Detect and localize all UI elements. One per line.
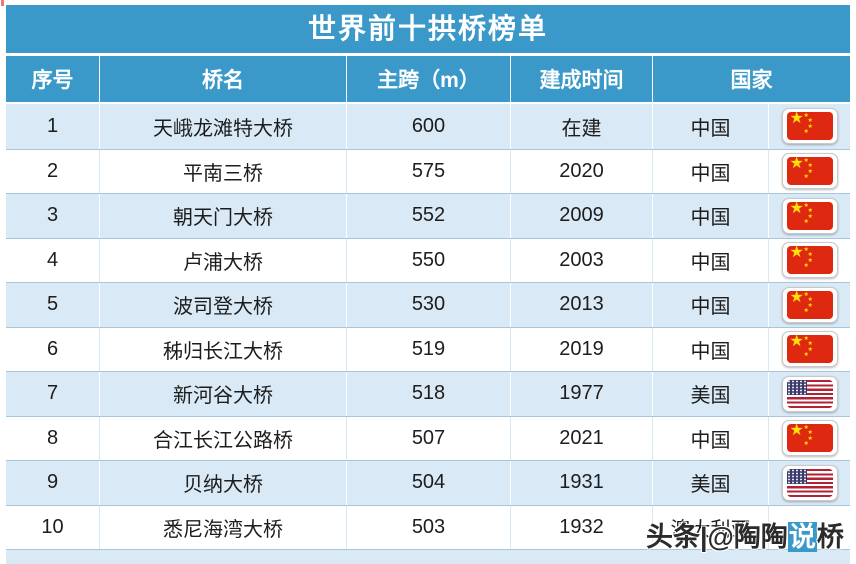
column-header-year: 建成时间 — [510, 56, 652, 102]
main-span-cell: 518 — [346, 372, 510, 416]
year-cell: 2003 — [510, 238, 652, 282]
bridge-name-cell: 新河谷大桥 — [99, 372, 346, 416]
rank-cell: 5 — [46, 293, 59, 316]
table-header: 序号 桥名 主跨（m） 建成时间 国家 — [6, 53, 850, 102]
column-header-country: 国家 — [652, 56, 850, 102]
column-header-span: 主跨（m） — [346, 56, 510, 102]
watermark-highlight: 说 — [787, 522, 817, 552]
usa-flag-icon — [781, 464, 838, 501]
bridge-name-cell: 卢浦大桥 — [99, 238, 346, 282]
year-cell: 2020 — [510, 149, 652, 193]
china-flag-icon: ★ ★ ★ ★ ★ — [781, 286, 838, 323]
table-row: 9 贝纳大桥 504 1931 美国 ★★★★★ — [6, 460, 850, 505]
page-title: 世界前十拱桥榜单 — [6, 5, 850, 53]
year-cell: 2013 — [510, 283, 652, 327]
bridge-name-cell: 悉尼海湾大桥 — [99, 505, 346, 549]
year-cell: 1932 — [510, 505, 652, 549]
country-cell: 中国 — [652, 416, 768, 460]
flag-cell: ★★★★★ — [768, 461, 850, 505]
year-cell: 1977 — [510, 372, 652, 416]
flag-cell: ★★★★★ — [768, 416, 850, 460]
table-row: 1 天峨龙滩特大桥 600 在建 中国 ★ ★ ★ ★ ★ — [6, 104, 850, 149]
rank-cell: 2 — [46, 159, 59, 182]
year-cell: 2019 — [510, 327, 652, 371]
china-flag-icon: ★ ★ ★ ★ ★ — [781, 420, 838, 457]
usa-flag-icon — [781, 375, 838, 412]
column-header-name: 桥名 — [99, 56, 346, 102]
main-span-cell: 550 — [346, 238, 510, 282]
flag-cell: ★★★★★ — [768, 327, 850, 371]
table-row: 2 平南三桥 575 2020 中国 ★ ★ ★ ★ ★ — [6, 148, 850, 193]
main-span-cell: 507 — [346, 416, 510, 460]
flag-cell: ★★★★★ — [768, 238, 850, 282]
china-flag-icon: ★ ★ ★ ★ ★ — [781, 331, 838, 368]
rank-cell: 3 — [46, 204, 59, 227]
rank-cell: 8 — [46, 426, 59, 449]
table-row: 8 合江长江公路桥 507 2021 中国 ★ ★ ★ ★ ★ — [6, 415, 850, 460]
watermark-prefix: 头条|@陶陶 — [646, 522, 788, 552]
bridge-name-cell: 秭归长江大桥 — [99, 327, 346, 371]
main-span-cell: 530 — [346, 283, 510, 327]
year-cell: 2021 — [510, 416, 652, 460]
flag-cell: ★★★★★ — [768, 194, 850, 238]
table-body: 1 天峨龙滩特大桥 600 在建 中国 ★ ★ ★ ★ ★ 2 平南三桥 575 202… — [6, 102, 850, 549]
table-row: 6 秭归长江大桥 519 2019 中国 ★ ★ ★ ★ ★ — [6, 326, 850, 371]
country-cell: 中国 — [652, 194, 768, 238]
main-span-cell: 504 — [346, 461, 510, 505]
table-row: 3 朝天门大桥 552 2009 中国 ★ ★ ★ ★ ★ — [6, 193, 850, 238]
bridge-name-cell: 天峨龙滩特大桥 — [99, 104, 346, 149]
main-span-cell: 519 — [346, 327, 510, 371]
country-cell: 中国 — [652, 238, 768, 282]
bridge-name-cell: 波司登大桥 — [99, 283, 346, 327]
table-row: 7 新河谷大桥 518 1977 美国 ★★★★★ — [6, 371, 850, 416]
watermark-suffix: 桥 — [816, 522, 844, 552]
edge-artifact — [1, 0, 4, 6]
rank-cell: 4 — [46, 248, 59, 271]
flag-cell: ★★★★★ — [768, 149, 850, 193]
rank-cell: 10 — [41, 515, 64, 538]
china-flag-icon: ★ ★ ★ ★ ★ — [781, 108, 838, 145]
bridge-ranking-table: 世界前十拱桥榜单 序号 桥名 主跨（m） 建成时间 国家 1 天峨龙滩特大桥 6… — [6, 5, 850, 564]
rank-cell: 1 — [46, 114, 59, 137]
china-flag-icon: ★ ★ ★ ★ ★ — [781, 197, 838, 234]
china-flag-icon: ★ ★ ★ ★ ★ — [781, 153, 838, 190]
country-cell: 美国 — [652, 461, 768, 505]
country-cell: 中国 — [652, 104, 768, 149]
country-cell: 中国 — [652, 327, 768, 371]
main-span-cell: 600 — [346, 104, 510, 149]
main-span-cell: 503 — [346, 505, 510, 549]
bridge-name-cell: 朝天门大桥 — [99, 194, 346, 238]
country-cell: 澳大利亚 — [652, 505, 768, 549]
flag-cell: ★★★★★ — [768, 505, 850, 549]
toutiao-watermark: 头条|@陶陶说桥 — [646, 515, 856, 554]
year-cell: 在建 — [510, 104, 652, 149]
flag-cell: ★★★★★ — [768, 372, 850, 416]
country-cell: 美国 — [652, 372, 768, 416]
table-row: 4 卢浦大桥 550 2003 中国 ★ ★ ★ ★ ★ — [6, 237, 850, 282]
rank-cell: 6 — [46, 337, 59, 360]
year-cell: 1931 — [510, 461, 652, 505]
column-header-rank: 序号 — [31, 69, 74, 92]
table-row: 10 悉尼海湾大桥 503 1932 澳大利亚 ★★★★★ — [6, 504, 850, 549]
country-cell: 中国 — [652, 149, 768, 193]
main-span-cell: 552 — [346, 194, 510, 238]
bridge-name-cell: 平南三桥 — [99, 149, 346, 193]
country-cell: 中国 — [652, 283, 768, 327]
flag-cell: ★★★★★ — [768, 104, 850, 149]
bridge-name-cell: 贝纳大桥 — [99, 461, 346, 505]
flag-cell: ★★★★★ — [768, 283, 850, 327]
rank-cell: 7 — [46, 382, 59, 405]
rank-cell: 9 — [46, 471, 59, 494]
table-row: 5 波司登大桥 530 2013 中国 ★ ★ ★ ★ ★ — [6, 282, 850, 327]
bridge-name-cell: 合江长江公路桥 — [99, 416, 346, 460]
main-span-cell: 575 — [346, 149, 510, 193]
year-cell: 2009 — [510, 194, 652, 238]
china-flag-icon: ★ ★ ★ ★ ★ — [781, 242, 838, 279]
